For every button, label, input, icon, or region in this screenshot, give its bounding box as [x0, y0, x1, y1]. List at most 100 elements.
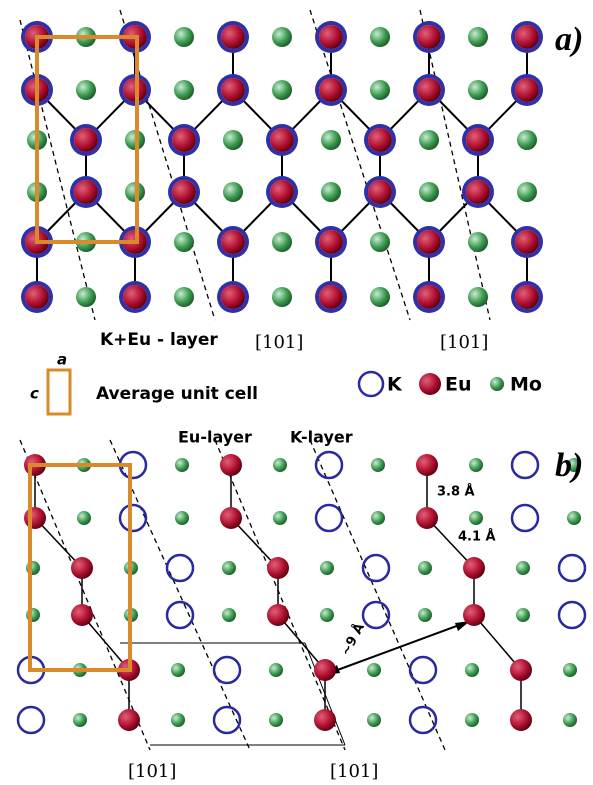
k-atom: [510, 503, 540, 533]
eu-atom: [417, 285, 441, 309]
eu-atom: [463, 557, 485, 579]
eu-atom: [510, 709, 532, 731]
eu-atom: [319, 230, 343, 254]
eu-atom: [220, 454, 242, 476]
mo-atom: [76, 80, 96, 100]
eu-atom: [314, 659, 336, 681]
eu-atom: [417, 230, 441, 254]
mo-atom: [563, 713, 577, 727]
eu-atom: [172, 180, 196, 204]
eu-atom: [319, 78, 343, 102]
mo-atom: [516, 608, 530, 622]
cell-line: [304, 642, 346, 746]
distance-label: 4.1 Å: [458, 529, 496, 545]
mo-atom: [272, 27, 292, 47]
mo-atom: [320, 561, 334, 575]
mo-atom: [272, 80, 292, 100]
eu-atom: [368, 128, 392, 152]
mo-atom: [174, 232, 194, 252]
eu-atom: [267, 604, 289, 626]
mo-atom: [469, 511, 483, 525]
mo-atom: [367, 663, 381, 677]
distance-label: 3.8 Å: [437, 484, 475, 500]
eu-atom: [123, 285, 147, 309]
legend-mo: [490, 377, 504, 391]
direction-label: [101]: [255, 332, 303, 353]
eu-atom: [221, 25, 245, 49]
mo-atom: [567, 458, 581, 472]
mo-atom: [367, 713, 381, 727]
mo-atom: [418, 608, 432, 622]
mo-atom: [174, 80, 194, 100]
eu-atom: [416, 454, 438, 476]
k-atom: [510, 450, 540, 480]
eu-atom: [417, 78, 441, 102]
mo-atom: [273, 458, 287, 472]
mo-atom: [370, 232, 390, 252]
k-atom: [212, 655, 242, 685]
mo-atom: [567, 511, 581, 525]
eu-atom: [466, 128, 490, 152]
mo-atom: [273, 511, 287, 525]
dashed-line: [419, 9, 491, 321]
mo-atom: [223, 130, 243, 150]
mo-atom: [222, 561, 236, 575]
mo-atom: [370, 80, 390, 100]
k-atom: [408, 705, 438, 735]
mo-atom: [222, 608, 236, 622]
k-atom: [16, 705, 46, 735]
k-atom: [361, 600, 391, 630]
k-atom: [361, 553, 391, 583]
mo-atom: [73, 713, 87, 727]
legend-item: K: [387, 374, 403, 396]
bond: [34, 517, 83, 569]
eu-atom: [221, 285, 245, 309]
mo-atom: [171, 663, 185, 677]
k-atom: [557, 600, 587, 630]
mo-atom: [370, 27, 390, 47]
legend-item: Eu: [445, 374, 472, 396]
k-atom: [165, 600, 195, 630]
dashed-line: [309, 9, 411, 321]
mo-atom: [371, 511, 385, 525]
dashed-line: [214, 439, 346, 751]
mo-atom: [517, 130, 537, 150]
mo-atom: [320, 608, 334, 622]
legend-item: Mo: [510, 374, 542, 396]
mo-atom: [469, 458, 483, 472]
eu-atom: [466, 180, 490, 204]
eu-atom: [118, 709, 140, 731]
unit-cell-b: [28, 463, 132, 672]
mo-atom: [517, 182, 537, 202]
eu-atom: [172, 128, 196, 152]
panel-label: a): [555, 21, 583, 58]
unit-cell-a: [35, 35, 139, 244]
mo-atom: [371, 458, 385, 472]
eu-atom: [515, 285, 539, 309]
dashed-line: [19, 439, 151, 751]
distance-label: ~9 Å: [337, 621, 367, 659]
layer-label: Eu-layer: [178, 428, 252, 447]
legend-eu: [419, 373, 441, 395]
mo-atom: [175, 458, 189, 472]
distance-arrow: [331, 623, 463, 673]
mo-atom: [171, 713, 185, 727]
eu-atom: [270, 180, 294, 204]
mo-atom: [272, 232, 292, 252]
eu-atom: [220, 507, 242, 529]
dashed-line: [19, 19, 96, 321]
mo-atom: [419, 130, 439, 150]
direction-label: [101]: [330, 761, 378, 782]
mo-atom: [76, 287, 96, 307]
mo-atom: [269, 663, 283, 677]
eu-atom: [416, 507, 438, 529]
mo-atom: [468, 287, 488, 307]
mo-atom: [563, 663, 577, 677]
mo-atom: [468, 80, 488, 100]
mo-atom: [516, 561, 530, 575]
direction-label: [101]: [440, 332, 488, 353]
mo-atom: [468, 27, 488, 47]
eu-atom: [221, 78, 245, 102]
atoms: [16, 21, 587, 735]
